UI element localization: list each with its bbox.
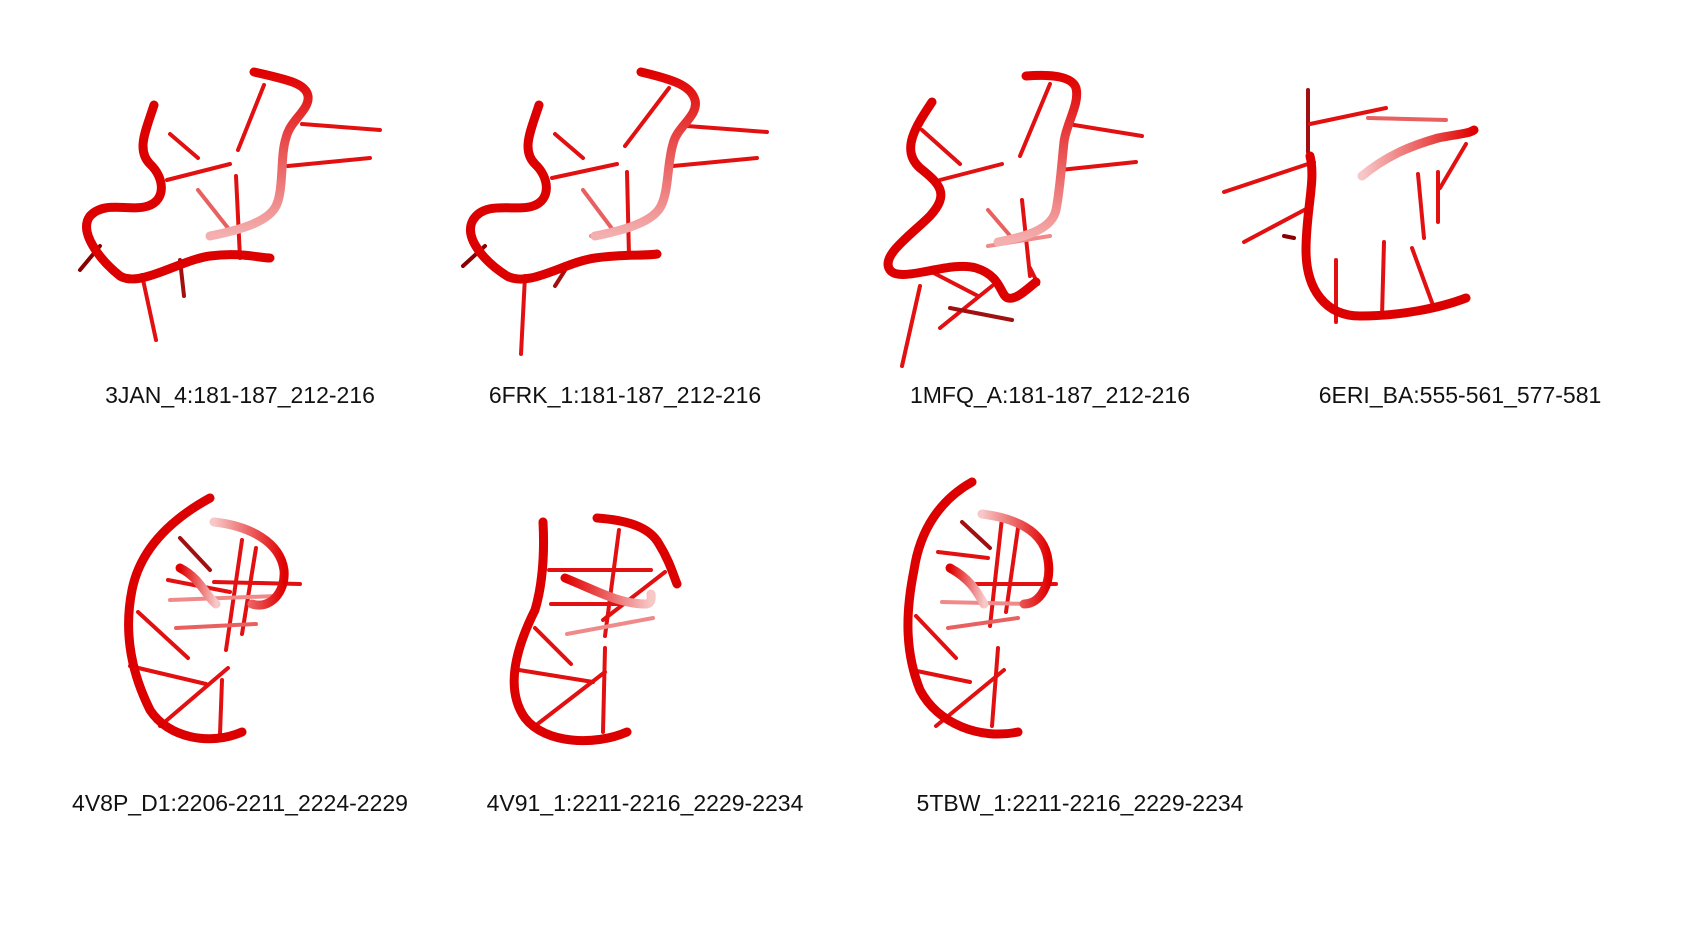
structure-panel-5tbw: 5TBW_1:2211-2216_2229-2234 (880, 477, 1280, 830)
structure-label: 6FRK_1:181-187_212-216 (488, 382, 762, 408)
structure-panel-6frk: 6FRK_1:181-187_212-216 (455, 60, 795, 408)
rna-structure-1mfq (883, 70, 1144, 368)
structure-label: 1MFQ_A:181-187_212-216 (909, 382, 1191, 408)
structure-panel-6eri: 6ERI_BA:555-561_577-581 (1222, 60, 1630, 408)
structure-label: 4V91_1:2211-2216_2229-2234 (486, 790, 804, 816)
structure-label: 3JAN_4:181-187_212-216 (105, 382, 375, 408)
rna-structure-3jan (78, 67, 382, 342)
rna-structure-4v91 (509, 513, 682, 746)
rna-structure-6eri (1222, 88, 1479, 324)
rna-structure-5tbw (903, 477, 1058, 739)
structure-panel-4v8p: 4V8P_D1:2206-2211_2224-2229 (30, 493, 450, 830)
structure-label: 4V8P_D1:2206-2211_2224-2229 (72, 790, 408, 816)
structure-panel-1mfq: 1MFQ_A:181-187_212-216 (880, 60, 1220, 408)
rna-structure-6frk (461, 67, 769, 356)
structure-label: 6ERI_BA:555-561_577-581 (1318, 382, 1602, 408)
rna-structure-4v8p (124, 493, 302, 744)
structure-label: 5TBW_1:2211-2216_2229-2234 (916, 790, 1244, 816)
structure-panel-4v91: 4V91_1:2211-2216_2229-2234 (455, 500, 835, 830)
structure-panel-3jan: 3JAN_4:181-187_212-216 (70, 60, 410, 408)
